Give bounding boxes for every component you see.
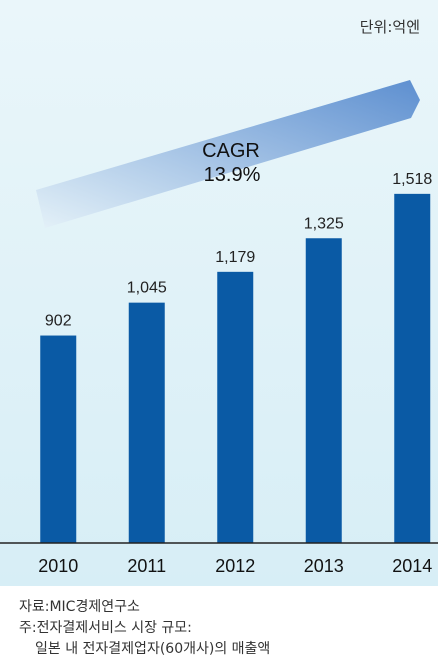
x-tick-2014: 2014 (392, 556, 432, 576)
value-label-2013: 1,325 (304, 215, 344, 232)
cagr-label: CAGR (202, 140, 260, 162)
source-note: 자료:MIC경제연구소 (19, 599, 140, 615)
cagr-arrow (36, 80, 420, 228)
bar-2010 (40, 335, 77, 543)
value-label-2012: 1,179 (215, 249, 255, 266)
bar-2013 (305, 238, 342, 543)
bar-2014 (394, 193, 431, 544)
footnotes: 자료:MIC경제연구소 주:전자결제서비스 시장 규모: 일본 내 전자결제업자… (19, 597, 270, 660)
bar-2012 (217, 271, 254, 543)
value-label-2014: 1,518 (392, 171, 432, 188)
x-tick-2011: 2011 (127, 556, 166, 576)
x-tick-2010: 2010 (38, 556, 78, 576)
bar-2011 (128, 302, 165, 543)
value-label-2011: 1,045 (127, 280, 167, 297)
value-label-2010: 902 (45, 313, 72, 330)
definition-note: 주:전자결제서비스 시장 규모: (19, 620, 192, 636)
x-tick-2012: 2012 (215, 556, 255, 576)
cagr-value: 13.9% (204, 164, 261, 186)
x-tick-2013: 2013 (304, 556, 344, 576)
definition-note-continued: 일본 내 전자결제업자(60개사)의 매출액 (35, 641, 271, 657)
unit-label: 단위:억엔 (359, 18, 420, 36)
bar-chart: 902 1,045 1,179 1,325 1,518 2010 2011 2012 2013… (0, 80, 438, 576)
